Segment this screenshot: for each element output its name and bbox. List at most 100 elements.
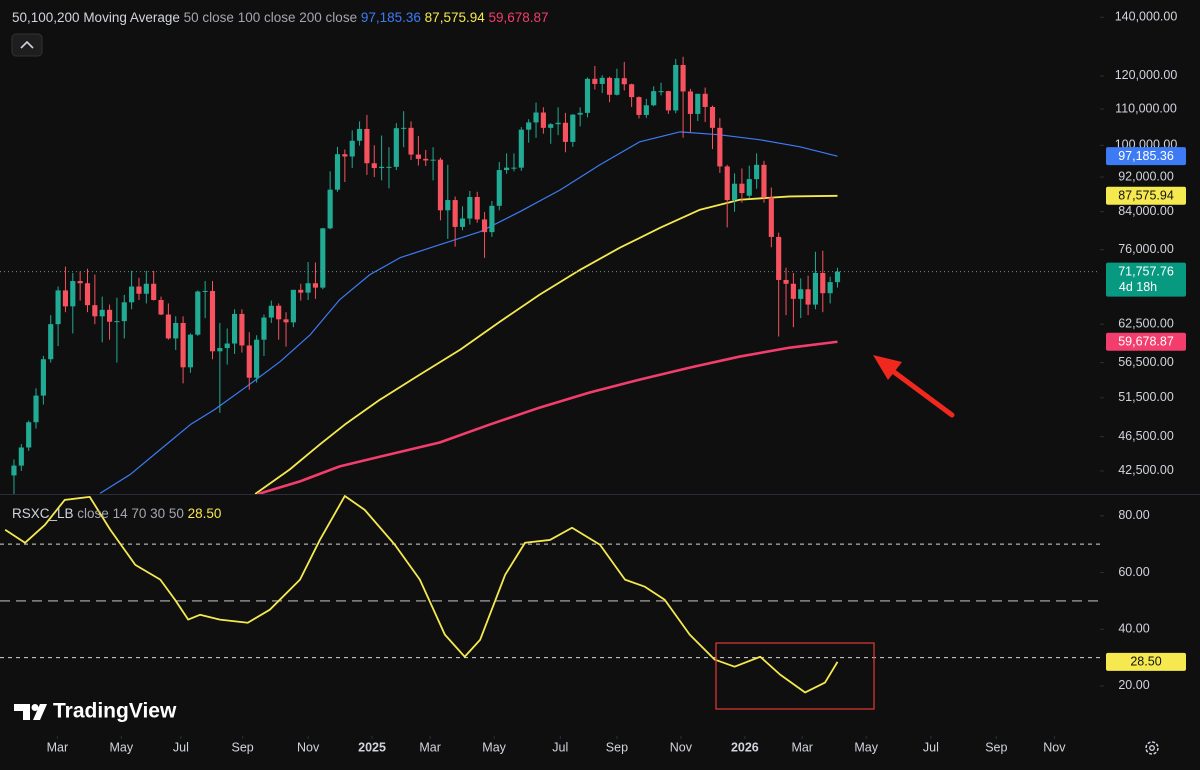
candle-body — [511, 167, 517, 169]
candle-body — [621, 78, 627, 85]
candle-body — [776, 236, 782, 280]
gear-outer[interactable] — [1145, 741, 1159, 755]
logo-dot — [31, 704, 39, 711]
price-badge — [1106, 147, 1186, 166]
last-price-label: 71,757.76 — [1118, 264, 1174, 278]
candle-body — [143, 283, 149, 294]
candle-body — [114, 321, 120, 323]
y-tick-label: 62,500.00 — [1118, 316, 1174, 330]
legend-item: 100 close — [238, 10, 296, 25]
candle-body — [11, 465, 17, 476]
y-tick-label: 92,000.00 — [1118, 169, 1174, 183]
candle-body — [106, 309, 113, 322]
candle-body — [437, 159, 444, 211]
candle-body — [217, 348, 223, 352]
candle-body — [592, 78, 598, 84]
axes: 140,000.00120,000.00110,000.00100,000.00… — [47, 10, 1186, 754]
candle-body — [202, 290, 208, 292]
candle-body — [379, 166, 385, 169]
y-tick-label: 120,000.00 — [1115, 68, 1178, 82]
candle-body — [467, 196, 473, 219]
arrow-annotation — [873, 355, 955, 418]
moving-average-line — [99, 131, 838, 494]
price-badge-label: 97,185.36 — [1118, 149, 1174, 163]
x-tick-label: Mar — [419, 740, 441, 754]
rsi-legend: RSXC_LB close 14 70 30 50 28.50 — [12, 506, 221, 521]
candle-body — [195, 291, 201, 335]
price-pane — [0, 56, 1100, 494]
x-tick-label: Sep — [232, 740, 254, 754]
candle-body — [584, 78, 591, 113]
candle-body — [173, 322, 179, 339]
candle-body — [276, 305, 282, 320]
candle-body — [254, 339, 260, 378]
x-tick-label: May — [482, 740, 506, 754]
candle-body — [55, 290, 61, 325]
candle-body — [33, 395, 39, 423]
price-badge — [1106, 652, 1186, 671]
price-badge-label: 87,575.94 — [1118, 189, 1174, 203]
candle-body — [99, 309, 105, 317]
candle-body — [606, 77, 613, 95]
x-tick-label: Jul — [923, 740, 939, 754]
candle-body — [548, 124, 554, 128]
candle-body — [327, 189, 333, 229]
candle-body — [820, 272, 826, 294]
logo-slash — [33, 704, 47, 720]
x-tick-label: 2025 — [358, 740, 386, 754]
arrow-shaft — [887, 366, 955, 418]
candle-body — [724, 166, 730, 201]
y-tick-label: 51,500.00 — [1118, 390, 1174, 404]
candle-body — [129, 286, 135, 303]
collapse-button-box[interactable] — [11, 33, 43, 57]
candle-body — [526, 122, 532, 130]
candle-body — [533, 112, 539, 123]
candle-body — [459, 218, 466, 227]
candle-body — [239, 313, 245, 346]
price-badge-label: 59,678.87 — [1118, 335, 1174, 349]
settings-button[interactable] — [1145, 741, 1159, 755]
rsi-pane — [0, 495, 1100, 694]
candle-body — [481, 219, 488, 233]
candle-body — [746, 179, 752, 196]
y-tick-label: 46,500.00 — [1118, 429, 1174, 443]
candle-body — [827, 282, 833, 294]
candle-body — [136, 286, 142, 294]
collapse-button[interactable] — [11, 33, 43, 57]
candle-body — [371, 163, 377, 169]
candle-body — [680, 64, 686, 92]
countdown-label: 4d 18h — [1119, 280, 1157, 294]
legend-item: RSXC_LB — [12, 506, 74, 521]
y-tick-label: 84,000.00 — [1118, 204, 1174, 218]
candle-body — [349, 140, 355, 157]
candle-body — [731, 183, 738, 201]
candle-body — [408, 127, 414, 155]
last-price-badge — [1106, 262, 1186, 297]
candle-body — [768, 197, 774, 237]
legend-item: 87,575.94 — [425, 10, 486, 25]
candle-body — [805, 289, 811, 305]
candle-body — [761, 164, 767, 198]
moving-average-line — [254, 194, 838, 494]
x-tick-label: Jul — [173, 740, 189, 754]
candle-body — [187, 334, 194, 368]
candle-body — [709, 106, 716, 128]
y-tick-label: 140,000.00 — [1115, 10, 1178, 24]
candle-body — [452, 200, 458, 227]
x-tick-label: May — [110, 740, 134, 754]
legend-item: 97,185.36 — [361, 10, 421, 25]
x-tick-label: Sep — [606, 740, 628, 754]
gear-inner — [1149, 745, 1155, 751]
candle-body — [570, 114, 576, 142]
candle-body — [26, 422, 32, 448]
y-tick-label: 56,500.00 — [1118, 355, 1174, 369]
indicator-legend: 50,100,200 Moving Average 50 close 100 c… — [12, 10, 549, 25]
candle-body — [18, 447, 24, 466]
candle-body — [224, 343, 230, 349]
y-tick-label: 42,500.00 — [1118, 463, 1174, 477]
legend-item: close 14 70 30 50 — [77, 506, 184, 521]
rsi-y-tick-label: 40.00 — [1118, 622, 1149, 636]
candle-body — [62, 290, 69, 307]
candle-body — [342, 154, 348, 157]
legend-item: 59,678.87 — [489, 10, 549, 25]
